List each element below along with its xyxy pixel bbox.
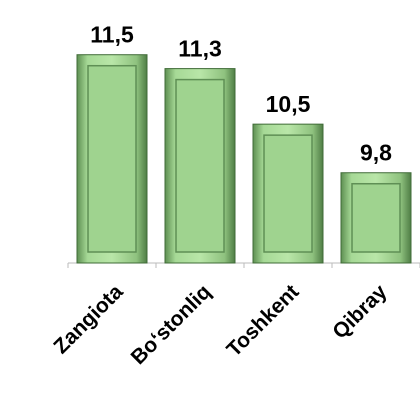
x-tick-label: Zangiota [49, 280, 127, 358]
bar-bevel [175, 78, 225, 253]
value-label: 9,8 [360, 140, 392, 166]
bar-bevel [351, 182, 401, 253]
bar-bevel [87, 64, 137, 253]
x-tick-label: Bo‘stonliq [127, 280, 216, 369]
value-label: 10,5 [266, 91, 311, 117]
value-label: 11,3 [178, 36, 222, 62]
bar-bevel [263, 134, 313, 253]
value-label: 11,5 [90, 22, 134, 48]
x-tick-label: Toshkent [222, 280, 303, 361]
x-tick-label: Qibray [328, 280, 392, 344]
